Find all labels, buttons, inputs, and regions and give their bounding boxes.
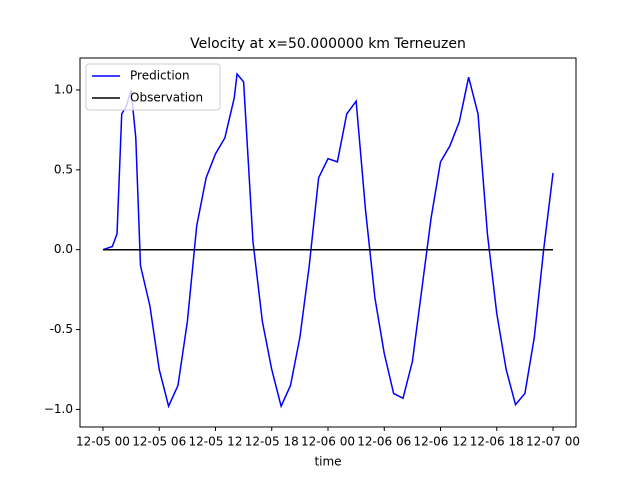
x-axis-label: time [314,455,341,469]
y-tick-label: 1.0 [54,82,73,96]
x-tick-label: 12-05 18 [245,435,299,449]
x-tick-label: 12-06 00 [301,435,355,449]
x-tick-label: 12-05 00 [76,435,130,449]
x-tick-label: 12-05 06 [132,435,186,449]
y-tick-label: −1.0 [44,402,73,416]
legend-label: Observation [130,91,203,105]
x-tick-label: 12-07 00 [526,435,580,449]
x-tick-label: 12-06 06 [357,435,411,449]
legend-label: Prediction [130,69,190,83]
series-line [102,72,554,409]
plot-frame [79,57,577,428]
y-tick-label: -0.5 [50,322,73,336]
y-tick-label: 0.5 [54,162,73,176]
x-tick-label: 12-06 18 [470,435,524,449]
chart-title: Velocity at x=50.000000 km Terneuzen [190,36,466,52]
x-tick-label: 12-05 12 [189,435,243,449]
y-tick-label: 0.0 [54,242,73,256]
x-tick-label: 12-06 12 [414,435,468,449]
